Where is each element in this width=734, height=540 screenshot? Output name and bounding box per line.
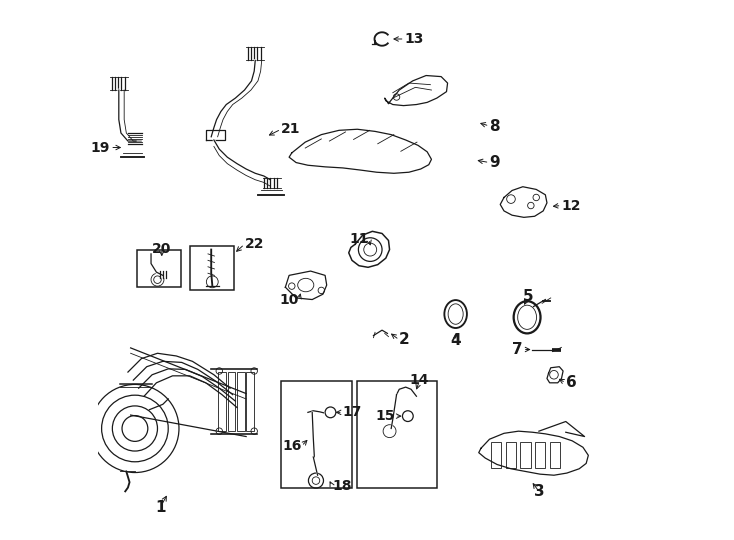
Text: 16: 16 — [282, 439, 302, 453]
Text: 20: 20 — [152, 241, 172, 255]
Text: 9: 9 — [490, 155, 500, 170]
Text: 22: 22 — [244, 237, 264, 251]
Text: 3: 3 — [534, 484, 544, 499]
Text: 18: 18 — [332, 479, 352, 493]
Text: 15: 15 — [375, 409, 395, 423]
Polygon shape — [385, 76, 448, 106]
Text: 11: 11 — [349, 232, 368, 246]
Bar — [550, 442, 560, 468]
Bar — [246, 372, 254, 431]
Polygon shape — [479, 431, 589, 475]
Bar — [137, 249, 181, 287]
Text: 5: 5 — [523, 289, 534, 305]
Bar — [189, 246, 233, 291]
Bar — [237, 372, 244, 431]
Bar — [490, 442, 501, 468]
Text: 8: 8 — [490, 118, 500, 133]
Bar — [534, 442, 545, 468]
Text: 2: 2 — [399, 332, 410, 347]
Text: 12: 12 — [562, 199, 581, 213]
Polygon shape — [501, 187, 547, 218]
Text: 13: 13 — [404, 32, 424, 46]
Bar — [218, 372, 226, 431]
Bar — [520, 442, 531, 468]
Bar — [506, 442, 516, 468]
Text: 6: 6 — [566, 375, 576, 390]
Text: 19: 19 — [91, 140, 110, 154]
Bar — [357, 381, 437, 488]
Text: 21: 21 — [281, 122, 300, 136]
Polygon shape — [286, 271, 327, 300]
Text: 14: 14 — [410, 373, 429, 387]
Polygon shape — [289, 129, 432, 173]
Text: 10: 10 — [280, 293, 299, 307]
Polygon shape — [349, 231, 390, 267]
Bar — [228, 372, 236, 431]
Bar — [281, 381, 352, 488]
Text: 1: 1 — [155, 500, 165, 515]
Polygon shape — [547, 367, 563, 383]
Text: 4: 4 — [451, 333, 461, 348]
Text: 17: 17 — [343, 406, 362, 420]
Text: 7: 7 — [512, 342, 523, 357]
